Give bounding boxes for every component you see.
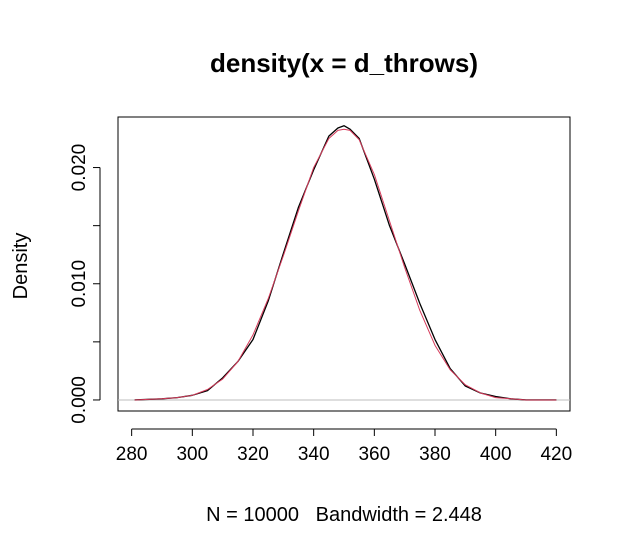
x-tick-label: 420 — [540, 444, 572, 465]
y-tick-label: 0.010 — [69, 260, 90, 308]
x-tick-label: 380 — [419, 444, 451, 465]
y-axis-label: Density — [10, 233, 32, 300]
x-tick-label: 360 — [358, 444, 390, 465]
x-tick-label: 400 — [480, 444, 512, 465]
x-tick-label: 280 — [116, 444, 148, 465]
plot-area: 280 300 320 340 360 380 400 420 0.000 0.010 0.020 — [69, 116, 572, 465]
x-tick-label: 320 — [237, 444, 269, 465]
x-tick-label: 340 — [298, 444, 330, 465]
chart-title: density(x = d_throws) — [210, 48, 478, 78]
x-axis-label: N = 10000 Bandwidth = 2.448 — [206, 504, 482, 526]
density-curve — [134, 125, 557, 401]
x-tick-label: 300 — [176, 444, 208, 465]
reference-curve — [134, 128, 557, 401]
y-tick-label: 0.000 — [69, 376, 90, 424]
y-tick-label: 0.020 — [69, 144, 90, 192]
plot-frame — [117, 116, 571, 412]
